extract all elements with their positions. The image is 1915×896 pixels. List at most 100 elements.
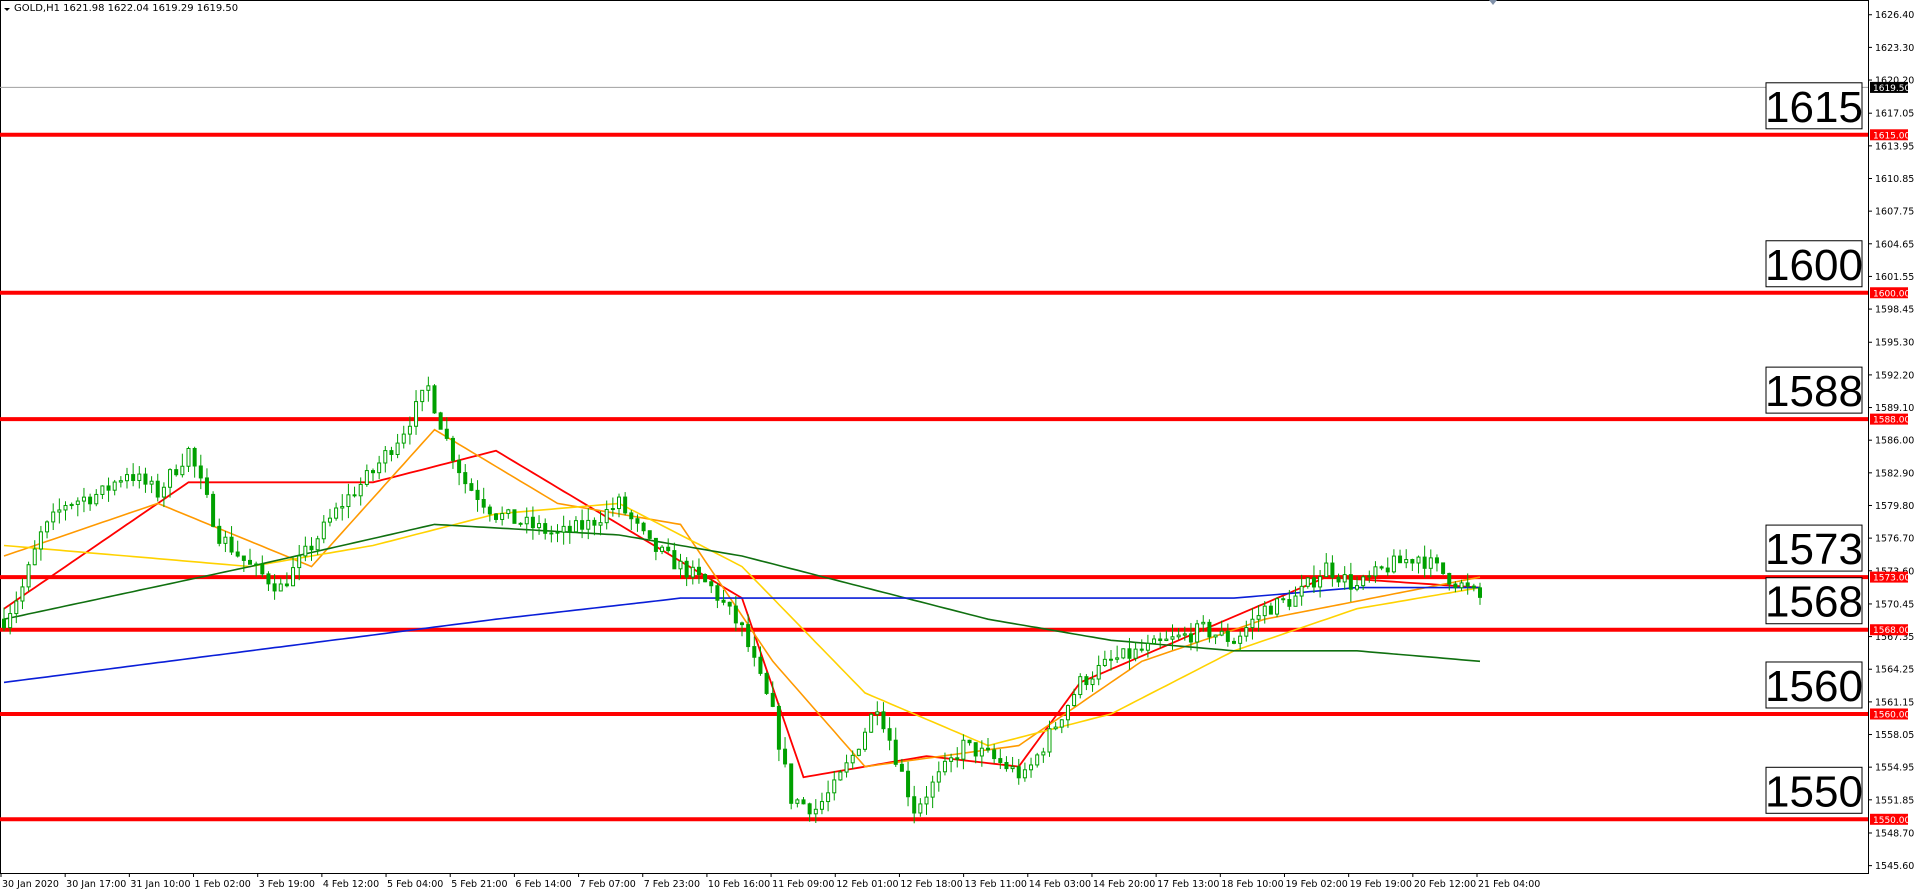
candle <box>752 636 757 667</box>
x-tick-label: 18 Feb 10:00 <box>1221 879 1283 890</box>
y-tick: 1607.75 <box>1868 207 1914 218</box>
x-tick-label: 10 Feb 16:00 <box>708 879 770 890</box>
level-badge-label: 1560 <box>1765 662 1863 711</box>
candle <box>180 453 185 478</box>
y-tick-label: 1595.30 <box>1875 338 1914 349</box>
candle <box>1441 562 1446 575</box>
x-tick: 19 Feb 02:00 <box>1283 873 1348 890</box>
candle <box>1447 572 1452 591</box>
level-badge-label: 1568 <box>1765 578 1863 627</box>
candle <box>1176 627 1181 640</box>
level-badge-label: 1588 <box>1765 367 1863 416</box>
candle <box>906 761 911 807</box>
x-tick: 5 Feb 04:00 <box>385 873 443 890</box>
candle <box>967 739 972 746</box>
candle <box>727 601 732 615</box>
level-axis-label: 1600.00 <box>1873 289 1910 299</box>
candle <box>955 747 960 768</box>
dropdown-triangle-icon[interactable] <box>4 8 10 11</box>
ohlc-values: 1621.98 1622.04 1619.29 1619.50 <box>63 3 238 14</box>
candle <box>899 758 904 772</box>
candle <box>832 770 837 801</box>
x-tick: 7 Feb 23:00 <box>642 873 700 890</box>
candle <box>629 509 634 531</box>
candle <box>918 798 923 817</box>
level-axis-label: 1550.00 <box>1873 816 1910 826</box>
x-tick-label: 12 Feb 18:00 <box>900 879 962 890</box>
candle <box>1385 557 1390 577</box>
candle <box>2 607 6 632</box>
candle <box>1096 655 1101 686</box>
candle <box>1158 632 1163 649</box>
y-tick: 1604.65 <box>1868 239 1914 250</box>
level-axis-tag: 1550.00 <box>1870 813 1910 826</box>
candle <box>1244 620 1249 642</box>
y-tick: 1613.95 <box>1868 141 1914 152</box>
candle <box>1188 622 1193 651</box>
x-tick: 14 Feb 03:00 <box>1027 873 1091 890</box>
candle <box>20 578 25 610</box>
candle <box>930 775 935 809</box>
candle <box>475 480 480 512</box>
candle <box>291 556 296 587</box>
shift-marker-icon[interactable] <box>1489 0 1497 5</box>
level-badge-1560: 1560 <box>1765 661 1863 711</box>
y-tick-label: 1545.60 <box>1875 861 1914 872</box>
x-tick-label: 5 Feb 21:00 <box>451 879 507 890</box>
candle <box>155 473 160 502</box>
candle <box>1016 758 1021 785</box>
candle <box>1182 626 1187 641</box>
candle <box>137 466 142 489</box>
candle <box>1127 637 1132 670</box>
level-badge-1588: 1588 <box>1765 366 1863 416</box>
y-tick: 1570.45 <box>1868 599 1914 610</box>
candle <box>450 435 455 469</box>
candle <box>186 446 191 473</box>
candle <box>672 542 677 570</box>
level-axis-label: 1568.00 <box>1873 626 1910 636</box>
candle <box>407 416 412 445</box>
candle <box>26 561 31 592</box>
candle <box>81 487 86 513</box>
x-tick: 30 Jan 17:00 <box>64 873 126 890</box>
candle <box>1404 549 1409 569</box>
x-tick-label: 12 Feb 01:00 <box>836 879 898 890</box>
candle <box>1059 719 1064 734</box>
candle <box>57 498 62 524</box>
candle <box>383 446 388 473</box>
plot-border <box>0 0 1869 874</box>
candle <box>783 737 788 768</box>
candle <box>549 525 554 543</box>
candle <box>844 754 849 778</box>
level-badge-1600: 1600 <box>1765 240 1863 290</box>
x-tick: 5 Feb 21:00 <box>449 873 507 890</box>
y-tick-label: 1620.20 <box>1875 76 1914 87</box>
candle <box>1065 704 1070 728</box>
candle <box>198 454 203 490</box>
level-axis-tag: 1568.00 <box>1870 624 1910 636</box>
candle <box>1275 597 1280 618</box>
candle <box>567 520 572 544</box>
candle <box>887 717 892 751</box>
level-badge-label: 1600 <box>1765 241 1863 290</box>
ma-green-line <box>3 523 1481 663</box>
candle <box>561 515 566 545</box>
candle <box>248 548 252 565</box>
candle <box>272 574 277 600</box>
level-axis-tag: 1588.00 <box>1870 413 1910 426</box>
candle <box>813 799 818 824</box>
current-price-label: 1619.50 <box>1873 84 1910 94</box>
candle <box>537 515 542 535</box>
candle <box>1102 650 1107 668</box>
candle <box>321 515 326 544</box>
candle <box>1342 566 1347 590</box>
candle <box>764 671 769 696</box>
x-tick-label: 5 Feb 04:00 <box>387 879 443 890</box>
candle <box>893 727 898 767</box>
support-resistance-levels <box>0 132 1868 822</box>
candle <box>647 530 652 541</box>
y-tick: 1564.25 <box>1868 665 1914 676</box>
candle <box>801 796 806 805</box>
candle <box>863 727 867 752</box>
